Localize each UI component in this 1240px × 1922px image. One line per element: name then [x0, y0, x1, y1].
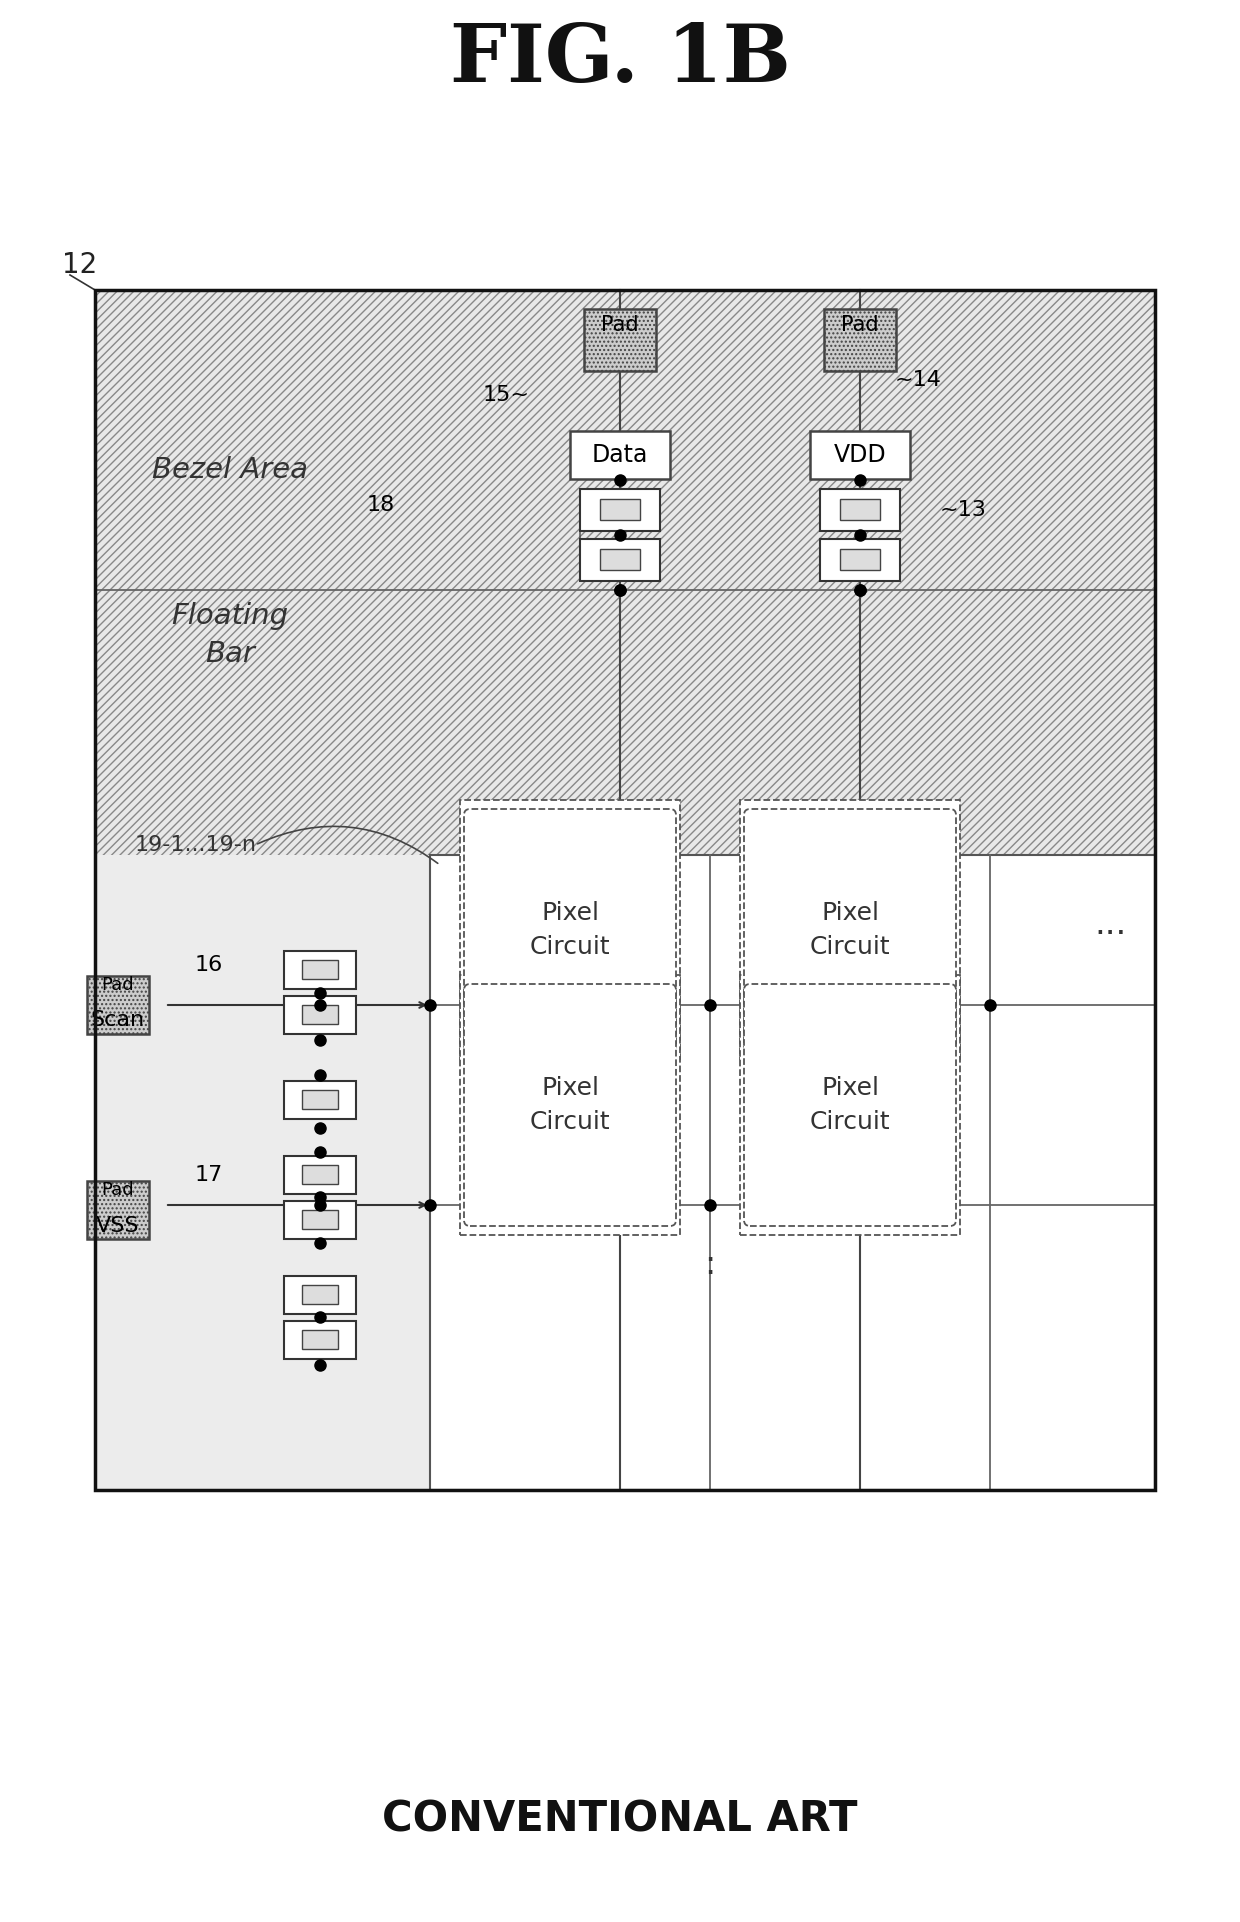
- Text: Pixel
Circuit: Pixel Circuit: [529, 1076, 610, 1134]
- Bar: [430, 855, 1154, 1490]
- Bar: [580, 488, 660, 530]
- Text: Pixel
Circuit: Pixel Circuit: [810, 1076, 890, 1134]
- Bar: [460, 800, 680, 1061]
- Bar: [95, 855, 430, 1490]
- FancyBboxPatch shape: [464, 809, 676, 1051]
- Bar: [460, 974, 680, 1236]
- Bar: [430, 855, 1154, 1490]
- Bar: [303, 1211, 339, 1228]
- Text: Pixel
Circuit: Pixel Circuit: [810, 901, 890, 959]
- Bar: [284, 951, 356, 990]
- Bar: [303, 959, 339, 978]
- Bar: [839, 500, 880, 521]
- FancyBboxPatch shape: [464, 984, 676, 1226]
- Text: 15~: 15~: [484, 384, 529, 406]
- Text: ...: ...: [1094, 909, 1126, 942]
- Bar: [600, 550, 640, 571]
- Text: Pad: Pad: [601, 315, 639, 334]
- Text: Pad: Pad: [102, 976, 134, 994]
- Bar: [580, 538, 660, 580]
- Bar: [303, 1090, 339, 1109]
- Bar: [820, 488, 900, 530]
- Text: FIG. 1B: FIG. 1B: [450, 21, 790, 100]
- Bar: [95, 290, 1154, 1490]
- Bar: [284, 1155, 356, 1194]
- Bar: [284, 1201, 356, 1240]
- Bar: [303, 1005, 339, 1024]
- Text: Bezel Area: Bezel Area: [153, 456, 308, 484]
- Bar: [95, 290, 1154, 1490]
- Text: 19-1...19-n: 19-1...19-n: [135, 834, 257, 855]
- Bar: [740, 800, 960, 1061]
- Text: VSS: VSS: [97, 1217, 140, 1236]
- Bar: [600, 500, 640, 521]
- Bar: [87, 1180, 149, 1240]
- Bar: [584, 309, 656, 371]
- Bar: [820, 538, 900, 580]
- Bar: [284, 1276, 356, 1315]
- Text: :: :: [704, 1249, 715, 1282]
- Text: 16: 16: [195, 955, 223, 974]
- Text: 18: 18: [367, 496, 396, 515]
- Bar: [570, 431, 670, 479]
- Text: Scan: Scan: [91, 1009, 145, 1030]
- Bar: [284, 1080, 356, 1119]
- Text: Data: Data: [591, 442, 649, 467]
- Text: Pad: Pad: [102, 1180, 134, 1199]
- Bar: [284, 1320, 356, 1359]
- Bar: [740, 974, 960, 1236]
- Bar: [303, 1286, 339, 1303]
- Text: 17: 17: [195, 1165, 223, 1186]
- Bar: [303, 1165, 339, 1184]
- FancyBboxPatch shape: [744, 809, 956, 1051]
- Text: Pixel
Circuit: Pixel Circuit: [529, 901, 610, 959]
- Text: 12: 12: [62, 252, 97, 279]
- Bar: [825, 309, 897, 371]
- Text: VDD: VDD: [833, 442, 887, 467]
- Text: Pad: Pad: [841, 315, 879, 334]
- Bar: [87, 976, 149, 1034]
- FancyBboxPatch shape: [744, 984, 956, 1226]
- Bar: [284, 996, 356, 1034]
- Bar: [839, 550, 880, 571]
- Text: ~13: ~13: [940, 500, 987, 521]
- Bar: [303, 1330, 339, 1349]
- Text: Floating
Bar: Floating Bar: [171, 602, 289, 669]
- Text: ~14: ~14: [895, 371, 942, 390]
- Text: CONVENTIONAL ART: CONVENTIONAL ART: [382, 1799, 858, 1841]
- Bar: [810, 431, 910, 479]
